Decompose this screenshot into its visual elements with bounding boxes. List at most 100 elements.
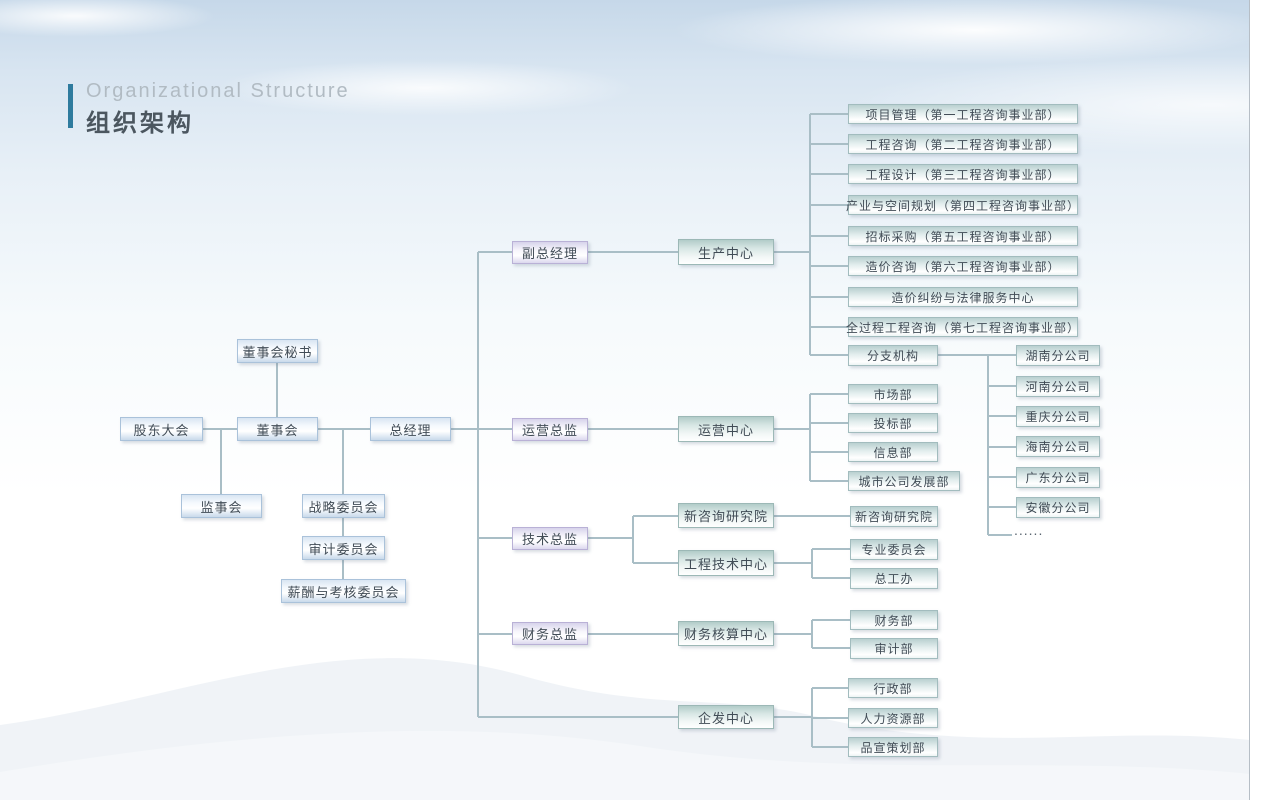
connector-line	[812, 647, 850, 649]
connector-line	[811, 620, 813, 648]
connector-line	[810, 265, 848, 267]
org-node-strategy-committee: 战略委员会	[302, 494, 385, 518]
page-title-chinese: 组织架构	[86, 110, 194, 137]
org-node-shareholders-meeting: 股东大会	[120, 417, 203, 441]
connector-line	[988, 354, 1016, 356]
org-node-production-center: 生产中心	[678, 239, 774, 265]
title-accent-bar	[68, 84, 73, 128]
connector-line	[633, 515, 678, 517]
org-node-operations-director: 运营总监	[512, 418, 588, 441]
connector-line	[588, 251, 678, 253]
connector-line	[809, 114, 811, 355]
connector-line	[342, 518, 344, 536]
connector-line	[810, 173, 848, 175]
org-node-branch-hainan: 海南分公司	[1016, 436, 1100, 457]
connector-line	[988, 534, 1012, 536]
connector-line	[478, 633, 512, 635]
connector-line	[774, 633, 812, 635]
connector-line	[988, 415, 1016, 417]
connector-line	[811, 549, 813, 578]
org-node-dept-administration: 行政部	[848, 678, 938, 698]
connector-line	[633, 562, 678, 564]
org-node-enterprise-development-center: 企发中心	[678, 705, 774, 729]
org-node-deputy-general-manager: 副总经理	[512, 241, 588, 264]
org-node-unit-professional-committee: 专业委员会	[850, 539, 938, 560]
org-node-dept-bidding: 投标部	[848, 413, 938, 433]
org-node-dept-industry-spatial-planning: 产业与空间规划（第四工程咨询事业部）	[846, 195, 1079, 215]
org-node-dept-cost-dispute-legal: 造价纠纷与法律服务中心	[848, 287, 1078, 307]
org-node-operations-center: 运营中心	[678, 416, 774, 442]
connector-line	[451, 428, 478, 430]
org-node-branch-chongqing: 重庆分公司	[1016, 406, 1100, 427]
org-node-dept-market: 市场部	[848, 384, 938, 404]
org-node-compensation-committee: 薪酬与考核委员会	[281, 579, 406, 603]
connector-line	[774, 428, 810, 430]
org-node-dept-city-company-development: 城市公司发展部	[848, 471, 960, 491]
connector-line	[810, 326, 848, 328]
connector-line	[812, 548, 850, 550]
org-node-branch-hunan: 湖南分公司	[1016, 345, 1100, 366]
org-node-finance-director: 财务总监	[512, 622, 588, 645]
connector-line	[318, 428, 370, 430]
connector-line	[478, 251, 512, 253]
connector-line	[988, 446, 1016, 448]
org-node-dept-engineering-consulting: 工程咨询（第二工程咨询事业部）	[848, 134, 1078, 154]
connector-line	[812, 746, 848, 748]
connector-line	[987, 355, 989, 535]
org-node-engineering-technology-center: 工程技术中心	[678, 550, 774, 576]
org-node-dept-project-management: 项目管理（第一工程咨询事业部）	[848, 104, 1078, 124]
connector-line	[477, 252, 479, 717]
connector-line	[812, 687, 848, 689]
org-node-dept-audit: 审计部	[850, 638, 938, 659]
connector-line	[774, 716, 812, 718]
connector-line	[810, 113, 848, 115]
org-node-board-secretary: 董事会秘书	[237, 339, 318, 363]
connector-line	[988, 506, 1016, 508]
org-node-unit-chief-engineer-office: 总工办	[850, 568, 938, 589]
org-node-dept-finance: 财务部	[850, 610, 938, 630]
connector-line	[220, 429, 222, 494]
connector-line	[812, 717, 848, 719]
connector-line	[478, 537, 512, 539]
connector-line	[810, 204, 848, 206]
org-node-dept-engineering-design: 工程设计（第三工程咨询事业部）	[848, 164, 1078, 184]
org-node-new-consulting-institute: 新咨询研究院	[678, 503, 774, 528]
connector-line	[988, 385, 1016, 387]
connector-line	[478, 428, 512, 430]
org-node-dept-brand-planning: 品宣策划部	[848, 737, 938, 757]
connector-line	[810, 235, 848, 237]
connector-line	[276, 363, 278, 417]
connector-line	[810, 296, 848, 298]
connector-line	[812, 577, 850, 579]
org-node-dept-information: 信息部	[848, 442, 938, 462]
org-node-unit-new-consulting-institute: 新咨询研究院	[850, 506, 938, 527]
connector-line	[342, 560, 344, 579]
connector-line	[810, 354, 848, 356]
connector-line	[810, 422, 848, 424]
mountains-decoration	[0, 658, 1250, 800]
connector-line	[588, 633, 678, 635]
org-node-board: 董事会	[237, 417, 318, 441]
connector-line	[478, 716, 678, 718]
org-node-finance-accounting-center: 财务核算中心	[678, 621, 774, 646]
org-node-branch-organizations: 分支机构	[848, 345, 938, 366]
connector-line	[588, 537, 633, 539]
org-node-dept-whole-process-consulting: 全过程工程咨询（第七工程咨询事业部）	[846, 317, 1079, 337]
org-node-branch-guangdong: 广东分公司	[1016, 467, 1100, 488]
connector-line	[810, 451, 848, 453]
connector-line	[810, 143, 848, 145]
connector-line	[588, 428, 678, 430]
connector-line	[938, 354, 988, 356]
connector-line	[774, 515, 850, 517]
connector-line	[809, 394, 811, 481]
connector-line	[632, 516, 634, 563]
org-node-audit-committee: 审计委员会	[302, 536, 385, 560]
org-node-general-manager: 总经理	[370, 417, 451, 441]
connector-line	[774, 562, 812, 564]
page-title-english: Organizational Structure	[86, 80, 350, 102]
connector-line	[774, 251, 810, 253]
connector-line	[812, 619, 850, 621]
